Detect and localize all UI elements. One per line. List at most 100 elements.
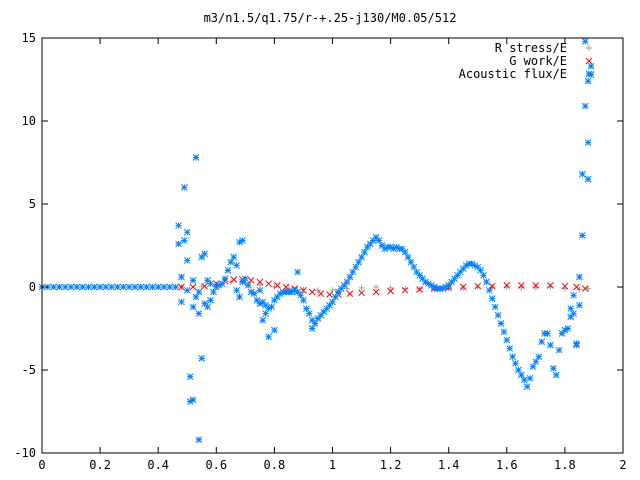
data-point [50, 283, 57, 291]
data-point [265, 333, 272, 341]
legend-label: R stress/E [495, 41, 567, 55]
data-point [358, 289, 365, 297]
data-point [180, 184, 188, 191]
data-point [561, 282, 569, 290]
data-point [56, 283, 63, 291]
data-point [532, 281, 540, 289]
data-point [581, 285, 589, 293]
data-point [584, 139, 592, 146]
data-point [241, 275, 249, 283]
y-tick-label: 0 [29, 280, 36, 294]
x-tick-label: 1.2 [380, 458, 402, 472]
data-point [500, 328, 508, 336]
data-point [230, 253, 238, 261]
x-tick-label: 2 [619, 458, 626, 472]
data-point [180, 237, 188, 244]
data-point [114, 283, 121, 291]
data-point [358, 284, 365, 291]
data-point [233, 262, 240, 269]
data-point [535, 353, 543, 361]
y-axis: -10 -5 0 5 10 15 [14, 31, 623, 460]
x-tick-label: 0.6 [205, 458, 227, 472]
data-point [265, 280, 272, 288]
data-point [474, 282, 482, 290]
data-point [256, 278, 264, 286]
data-point [474, 263, 482, 271]
data-point [373, 284, 380, 290]
data-point [154, 283, 162, 291]
data-point [585, 285, 592, 292]
data-point [233, 286, 240, 294]
y-tick-label: 15 [22, 31, 36, 45]
data-point [67, 283, 75, 291]
data-point [178, 298, 185, 306]
data-point [576, 301, 583, 309]
x-tick-label: 1.6 [496, 458, 518, 472]
data-point [189, 283, 197, 291]
data-point [195, 310, 203, 317]
data-point [494, 311, 502, 319]
legend-label: G work/E [509, 54, 567, 68]
data-point [520, 376, 528, 384]
data-point [300, 286, 307, 294]
data-point [189, 303, 197, 311]
data-point [387, 287, 394, 295]
data-point [201, 282, 209, 290]
data-point [236, 293, 243, 301]
data-point [547, 341, 554, 349]
data-point [308, 325, 316, 332]
data-point [314, 287, 321, 294]
chart-title: m3/n1.5/q1.75/r-+.25-j130/M0.05/512 [204, 11, 457, 25]
x-tick-label: 0.2 [89, 458, 111, 472]
data-point [221, 275, 229, 283]
x-tick-label: 0 [38, 458, 45, 472]
data-point [416, 286, 424, 293]
y-tick-label: -10 [14, 446, 36, 460]
data-point [189, 277, 197, 284]
data-point [401, 286, 409, 294]
data-point [538, 338, 546, 346]
data-point [346, 290, 354, 297]
data-point [61, 283, 69, 291]
data-point [578, 232, 586, 239]
data-point [474, 284, 481, 290]
data-point [192, 154, 200, 161]
data-point [271, 296, 278, 304]
data-point [172, 283, 179, 291]
data-point [178, 273, 185, 281]
data-point [198, 283, 205, 290]
data-point [175, 222, 182, 229]
data-point [509, 353, 516, 361]
data-point [195, 436, 203, 444]
data-point [186, 373, 194, 380]
data-point [486, 286, 493, 294]
plot-frame [41, 37, 624, 454]
data-point [547, 281, 554, 289]
data-point [573, 283, 580, 291]
data-point [308, 288, 316, 296]
x-tick-label: 0.8 [264, 458, 286, 472]
data-point [175, 240, 182, 248]
series-3 [38, 37, 595, 444]
data-point [456, 268, 464, 276]
x-tick-label: 1.4 [438, 458, 460, 472]
data-point [300, 286, 307, 293]
data-point [497, 320, 505, 327]
data-point [555, 346, 563, 354]
data-point [584, 175, 592, 183]
data-point [244, 281, 252, 289]
data-point [294, 268, 301, 276]
data-point [459, 283, 467, 291]
data-point [137, 283, 145, 291]
data-point [451, 275, 458, 283]
data-point [90, 283, 98, 291]
data-point [552, 371, 560, 379]
data-point [207, 296, 214, 304]
data-point [183, 286, 191, 294]
data-point [503, 336, 511, 344]
data-point [224, 267, 232, 274]
data-point [517, 371, 525, 379]
data-point [564, 325, 572, 332]
data-point [189, 396, 197, 404]
data-point [108, 283, 116, 291]
